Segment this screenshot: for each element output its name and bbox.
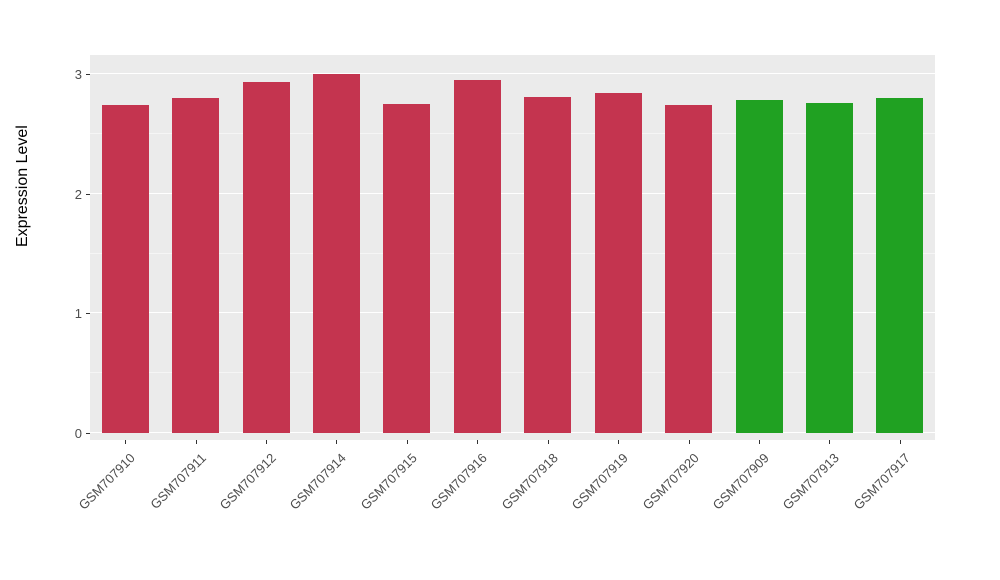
plot-panel bbox=[90, 55, 935, 440]
bar-slot bbox=[865, 55, 935, 433]
bar-slot bbox=[442, 55, 512, 433]
x-tick-label: GSM707916 bbox=[427, 450, 491, 513]
bar-GSM707911 bbox=[172, 97, 220, 433]
x-tick-mark bbox=[336, 440, 338, 444]
bar-GSM707914 bbox=[312, 74, 360, 433]
x-tick-label: GSM707915 bbox=[357, 450, 420, 513]
x-tick-label: GSM707919 bbox=[568, 450, 632, 513]
y-tick-label: 2 bbox=[74, 186, 82, 202]
bar-GSM707913 bbox=[805, 102, 853, 433]
x-tick-label: GSM707911 bbox=[146, 450, 209, 512]
x-tick-mark bbox=[406, 440, 408, 444]
gridline-major bbox=[90, 73, 935, 74]
y-tick-mark bbox=[86, 313, 90, 315]
bar-slot bbox=[653, 55, 723, 433]
bar-slot bbox=[583, 55, 653, 433]
bar-GSM707916 bbox=[453, 79, 501, 433]
gridline-minor bbox=[90, 252, 935, 254]
bar-slot bbox=[90, 55, 160, 433]
x-tick-label: GSM707920 bbox=[639, 450, 702, 513]
gridline-minor bbox=[90, 132, 935, 134]
x-tick-mark bbox=[688, 440, 690, 444]
y-tick-mark bbox=[86, 433, 90, 434]
bar-slot bbox=[794, 55, 864, 433]
x-tick-label: GSM707909 bbox=[709, 450, 772, 513]
bar-GSM707912 bbox=[242, 82, 290, 433]
bar-GSM707910 bbox=[101, 105, 149, 433]
bar-slot bbox=[160, 55, 230, 433]
x-tick-label: GSM707914 bbox=[287, 450, 350, 513]
gridline-minor bbox=[90, 372, 935, 374]
x-tick-mark bbox=[829, 440, 831, 444]
y-axis-title: Expression Level bbox=[14, 125, 31, 247]
gridline-major bbox=[90, 432, 935, 433]
bar-slot bbox=[724, 55, 794, 433]
x-tick-mark bbox=[758, 440, 760, 444]
y-tick-label: 3 bbox=[74, 67, 82, 82]
bar-GSM707909 bbox=[735, 100, 783, 433]
bar-GSM707915 bbox=[383, 103, 431, 433]
x-tick-mark bbox=[266, 440, 268, 444]
x-tick-mark bbox=[195, 440, 197, 444]
bar-slot bbox=[301, 55, 371, 433]
y-tick-mark bbox=[86, 74, 90, 75]
bar-slot bbox=[231, 55, 301, 433]
x-tick-mark bbox=[477, 440, 479, 444]
x-tick-mark bbox=[125, 440, 127, 444]
y-tick-label: 0 bbox=[74, 426, 82, 441]
x-tick-label: GSM707913 bbox=[780, 450, 843, 513]
x-tick-label: GSM707918 bbox=[498, 450, 561, 513]
y-tick-label: 1 bbox=[74, 306, 82, 322]
bar-GSM707918 bbox=[524, 96, 572, 433]
bars-layer bbox=[90, 55, 935, 433]
bar-GSM707920 bbox=[665, 105, 713, 433]
x-tick-mark bbox=[547, 440, 549, 444]
gridline-major bbox=[90, 312, 935, 314]
x-tick-label: GSM707910 bbox=[75, 450, 139, 513]
bar-GSM707919 bbox=[594, 93, 642, 433]
bar-slot bbox=[513, 55, 583, 433]
gridline-major bbox=[90, 192, 935, 194]
bar-slot bbox=[372, 55, 442, 433]
x-tick-mark bbox=[618, 440, 620, 444]
x-tick-mark bbox=[899, 440, 901, 444]
y-tick-mark bbox=[86, 193, 90, 195]
bar-GSM707917 bbox=[876, 97, 924, 433]
x-tick-label: GSM707917 bbox=[850, 450, 913, 513]
x-tick-label: GSM707912 bbox=[216, 450, 279, 513]
